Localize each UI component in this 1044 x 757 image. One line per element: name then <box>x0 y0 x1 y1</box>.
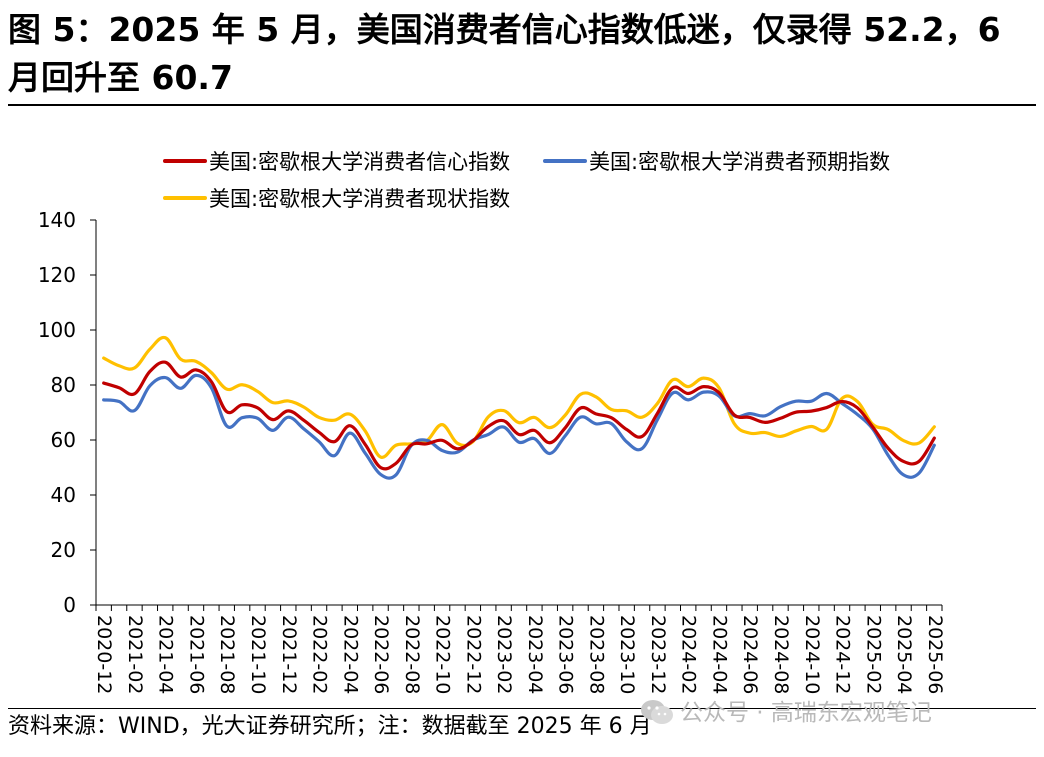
x-tick-label: 2020-12 <box>93 615 115 694</box>
y-tick-label: 140 <box>38 208 76 232</box>
x-tick-label: 2022-06 <box>370 615 392 694</box>
x-tick-label: 2024-10 <box>801 615 823 694</box>
x-tick-label: 2025-02 <box>862 615 884 694</box>
x-tick-label: 2023-10 <box>616 615 638 694</box>
source-divider <box>8 708 1036 709</box>
x-axis: 2020-12 2021-02 2021-04 2021-06 2021-08 2021-… <box>93 604 946 694</box>
x-tick-label: 2023-12 <box>647 615 669 694</box>
y-tick-label: 100 <box>38 318 76 342</box>
x-tick-label: 2025-04 <box>893 615 915 694</box>
legend-label: 美国:密歇根大学消费者预期指数 <box>589 150 890 174</box>
x-tick-label: 2023-04 <box>524 615 546 694</box>
legend-label: 美国:密歇根大学消费者信心指数 <box>209 150 510 174</box>
y-axis: 0 20 40 60 80 100 120 140 <box>38 208 97 617</box>
y-tick-label: 40 <box>51 483 76 507</box>
x-tick-label: 2021-04 <box>155 615 177 694</box>
x-tick-label: 2021-08 <box>216 615 238 694</box>
y-tick-label: 0 <box>63 593 76 617</box>
x-tick-label: 2024-04 <box>708 615 730 694</box>
x-tick-label: 2025-06 <box>924 615 946 694</box>
y-tick-label: 20 <box>51 538 76 562</box>
series-line-2 <box>102 373 936 480</box>
x-tick-label: 2022-02 <box>309 615 331 694</box>
y-tick-label: 80 <box>51 373 76 397</box>
x-tick-label: 2023-02 <box>493 615 515 694</box>
x-tick-label: 2022-04 <box>339 615 361 694</box>
source-note: 资料来源：WIND，光大证券研究所；注：数据截至 2025 年 6 月 <box>8 714 652 739</box>
x-tick-label: 2021-06 <box>185 615 207 694</box>
series-line-1 <box>102 360 936 471</box>
x-tick-label: 2022-12 <box>462 615 484 694</box>
x-tick-label: 2023-08 <box>585 615 607 694</box>
title-divider <box>8 104 1036 106</box>
x-tick-label: 2022-10 <box>432 615 454 694</box>
line-chart: 美国:密歇根大学消费者信心指数 美国:密歇根大学消费者预期指数美国:密歇根大学消费… <box>38 150 946 694</box>
x-tick-label: 2024-02 <box>678 615 700 694</box>
chart-title: 图 5：2025 年 5 月，美国消费者信心指数低迷，仅录得 52.2，6 月回… <box>8 10 1001 97</box>
series-layer <box>102 335 936 480</box>
legend-label: 美国:密歇根大学消费者现状指数 <box>209 187 510 211</box>
series-line-3 <box>102 335 936 459</box>
x-tick-label: 2022-08 <box>401 615 423 694</box>
watermark-text: 公众号 · 高瑞东宏观笔记 <box>680 700 932 726</box>
watermark: 公众号 · 高瑞东宏观笔记 <box>640 698 932 728</box>
x-tick-label: 2024-06 <box>739 615 761 694</box>
y-tick-label: 60 <box>51 428 76 452</box>
wechat-icon <box>641 700 673 724</box>
chart-legend: 美国:密歇根大学消费者信心指数 美国:密歇根大学消费者预期指数美国:密歇根大学消费… <box>163 150 890 211</box>
x-tick-label: 2024-12 <box>832 615 854 694</box>
y-tick-label: 120 <box>38 263 76 287</box>
x-tick-label: 2021-10 <box>247 615 269 694</box>
x-tick-label: 2023-06 <box>555 615 577 694</box>
x-tick-label: 2021-12 <box>278 615 300 694</box>
x-tick-label: 2021-02 <box>124 615 146 694</box>
x-tick-label: 2024-08 <box>770 615 792 694</box>
